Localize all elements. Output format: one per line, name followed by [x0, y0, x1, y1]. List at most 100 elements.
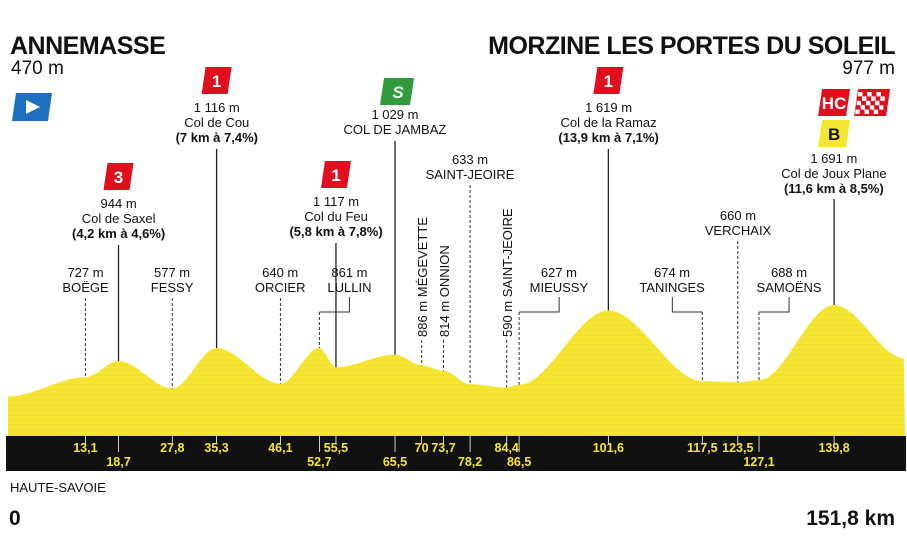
- km-marker-label: 78,2: [458, 455, 482, 469]
- place-label-line: ORCIER: [254, 280, 306, 295]
- climb-category-badge-shape: [320, 161, 351, 188]
- place-label-line: VERCHAIX: [704, 223, 772, 238]
- vertical-place-label: 814 m ONNION: [436, 245, 452, 337]
- finish-flag-check: [871, 96, 876, 101]
- profile-area: [8, 305, 905, 436]
- climb-category-badge-text: 3: [114, 168, 123, 187]
- climb-label: 1 691 m Col de Joux Plane (11,6 km à 8,5%): [781, 151, 887, 196]
- sprint-label-line: COL DE JAMBAZ: [343, 122, 447, 137]
- climb-label-line: Col de la Ramaz: [560, 115, 657, 130]
- climb-category-badge: 1: [320, 161, 351, 188]
- climb-label-line: Col de Cou: [184, 115, 250, 130]
- km-marker-label: 70: [415, 441, 429, 455]
- km-marker-label: 101,6: [593, 441, 624, 455]
- finish-flag-check: [861, 96, 867, 101]
- start-flag-arrow: [26, 100, 40, 114]
- km-marker-label: 84,4: [495, 441, 519, 455]
- finish-flag-icon: [854, 89, 891, 116]
- climb-label-line: (11,6 km à 8,5%): [783, 181, 884, 196]
- place-label: 660 m VERCHAIX: [705, 208, 771, 238]
- km-marker-label: 123,5: [722, 441, 753, 455]
- km-marker-label: 139,8: [818, 441, 849, 455]
- climb-category-badge-text: HC: [822, 94, 847, 113]
- bonus-badge: B: [818, 120, 851, 147]
- km-marker-label: 86,5: [507, 455, 531, 469]
- finish-flag-check: [878, 105, 884, 110]
- finish-flag-check: [860, 105, 865, 110]
- finish-flag-check: [855, 109, 860, 114]
- climb-label-line: (13,9 km à 7,1%): [558, 130, 659, 145]
- place-label-line: 640 m: [262, 265, 299, 280]
- km-marker-label: 117,5: [687, 441, 718, 455]
- km-band: [6, 436, 906, 471]
- climb-label-line: 1 116 m: [193, 100, 240, 115]
- km-marker-label: 13,1: [73, 441, 97, 455]
- km-end: 151,8 km: [806, 507, 895, 530]
- place-elbow-line: [519, 297, 560, 313]
- finish-flag-check: [873, 109, 879, 114]
- climb-category-badge: 1: [593, 67, 624, 94]
- climb-label: 1 116 m Col de Cou (7 km à 7,4%): [176, 100, 258, 145]
- climb-label-line: (7 km à 7,4%): [175, 130, 258, 145]
- place-label-line: 633 m: [451, 152, 489, 167]
- climb-label: 944 m Col de Saxel (4,2 km à 4,6%): [72, 196, 165, 241]
- climb-category-badge-text: 1: [604, 72, 613, 91]
- place-label: 577 m FESSY: [151, 265, 194, 295]
- region-label: HAUTE-SAVOIE: [10, 480, 106, 495]
- place-label-line: 688 m: [770, 265, 808, 280]
- place-label: 633 m SAINT-JEOIRE: [426, 152, 515, 182]
- place-label-line: 727 m: [67, 265, 104, 280]
- climb-label: 1 117 m Col du Feu (5,8 km à 7,8%): [289, 194, 382, 239]
- finish-flag-check: [869, 105, 875, 110]
- finish-flag-check: [864, 109, 869, 114]
- finish-flag-check: [867, 92, 872, 97]
- climb-category-badge: 3: [103, 163, 134, 190]
- place-label-line: 861 m: [331, 265, 368, 280]
- place-label-line: FESSY: [150, 280, 194, 295]
- finish-flag-check: [875, 100, 880, 106]
- km-marker-label: 52,7: [307, 455, 331, 469]
- climb-category-badge-shape: [593, 67, 624, 94]
- bonus-badge-shape: [818, 120, 851, 147]
- vertical-place-label: 886 m MÉGEVETTE: [414, 217, 430, 337]
- place-label-line: 674 m: [653, 265, 691, 280]
- climb-category-badge-text: 1: [212, 72, 221, 91]
- place-label-line: BOËGE: [62, 280, 109, 295]
- climb-category-badge-text: 1: [331, 166, 340, 185]
- place-label: 727 m BOËGE: [62, 265, 108, 295]
- km-marker-label: 55,5: [324, 441, 348, 455]
- finish-town: MORZINE LES PORTES DU SOLEIL: [488, 32, 895, 60]
- finish-flag-check: [876, 92, 881, 97]
- finish-flag-check: [880, 96, 885, 101]
- place-label-line: MIEUSSY: [529, 280, 589, 295]
- place-elbow-line: [319, 297, 350, 313]
- sprint-badge-shape: [380, 78, 415, 105]
- place-label-line: 627 m: [540, 265, 577, 280]
- sprint-badge: S: [380, 78, 415, 105]
- climb-label-line: 1 117 m: [313, 194, 360, 209]
- bonus-badge-text: B: [828, 125, 840, 144]
- climb-category-badge-shape: [818, 89, 851, 116]
- climb-label-line: Col de Joux Plane: [781, 166, 887, 181]
- km-marker-label: 27,8: [160, 441, 184, 455]
- place-label-line: 577 m: [154, 265, 191, 280]
- place-label-line: 660 m: [719, 208, 757, 223]
- climb-category-badge-shape: [103, 163, 134, 190]
- climb-label-line: (5,8 km à 7,8%): [289, 224, 383, 239]
- climb-category-badge: 1: [201, 67, 232, 94]
- climb-label-line: (4,2 km à 4,6%): [72, 226, 166, 241]
- km-marker-label: 35,3: [204, 441, 228, 455]
- km-start: 0: [9, 507, 21, 530]
- climb-label-line: Col de Saxel: [81, 211, 156, 226]
- sprint-label: 1 029 m COL DE JAMBAZ: [344, 107, 447, 137]
- place-label: 861 m LULLIN: [327, 265, 371, 295]
- finish-flag-check: [856, 100, 862, 106]
- finish-altitude: 977 m: [842, 58, 895, 79]
- finish-flag-check: [865, 100, 871, 106]
- profile-stripes: [8, 305, 905, 436]
- place-label: 627 m MIEUSSY: [530, 265, 589, 295]
- place-elbow-line: [671, 297, 703, 313]
- km-marker-label: 73,7: [431, 441, 455, 455]
